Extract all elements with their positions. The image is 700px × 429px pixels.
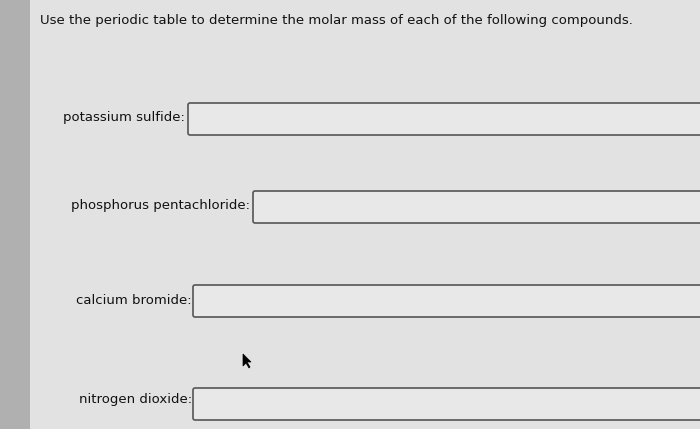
FancyBboxPatch shape bbox=[188, 103, 700, 135]
Text: Use the periodic table to determine the molar mass of each of the following comp: Use the periodic table to determine the … bbox=[40, 14, 633, 27]
Text: potassium sulfide:: potassium sulfide: bbox=[63, 112, 185, 124]
Bar bbox=[0, 0, 30, 429]
Polygon shape bbox=[243, 354, 251, 368]
Text: calcium bromide:: calcium bromide: bbox=[76, 293, 192, 306]
FancyBboxPatch shape bbox=[253, 191, 700, 223]
FancyBboxPatch shape bbox=[193, 285, 700, 317]
Text: nitrogen dioxide:: nitrogen dioxide: bbox=[79, 393, 192, 407]
FancyBboxPatch shape bbox=[193, 388, 700, 420]
Text: phosphorus pentachloride:: phosphorus pentachloride: bbox=[71, 199, 250, 211]
